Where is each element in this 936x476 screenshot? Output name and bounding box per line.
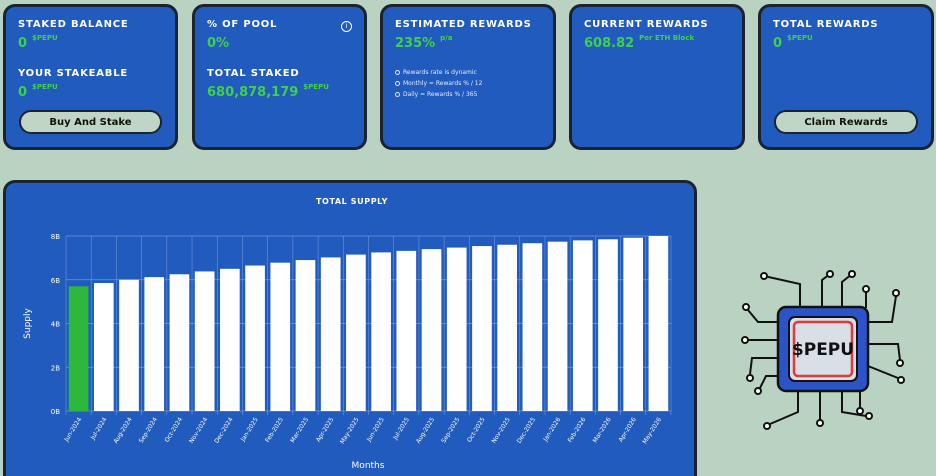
y-tick-label: 0B [51, 408, 60, 416]
x-tick-label: May-2025 [339, 416, 361, 445]
bar [522, 243, 543, 411]
x-tick-label: Dec-2024 [213, 416, 234, 444]
total-staked-label: TOTAL STAKED [207, 68, 300, 79]
logo-text: $PEPU [792, 340, 854, 360]
pool-card: % OF POOL i 0% TOTAL STAKED 680,878,179 $… [192, 4, 367, 150]
current-rewards-card: CURRENT REWARDS 608.82 Per ETH Block [569, 4, 745, 150]
y-axis-label: Supply [23, 307, 33, 338]
bar [270, 262, 291, 411]
bar [547, 241, 568, 411]
x-tick-label: Aug-2024 [112, 416, 133, 445]
x-tick-label: Jul-2025 [391, 416, 411, 442]
note-item: Rewards rate is dynamic [395, 69, 541, 76]
total-rewards-card: TOTAL REWARDS 0 $PEPU Claim Rewards [758, 4, 934, 150]
your-stakeable-value: 0 $PEPU [18, 83, 58, 100]
staked-balance-card: STAKED BALANCE 0 $PEPU YOUR STAKEABLE 0 $P… [3, 4, 178, 150]
x-tick-label: Sep-2024 [138, 416, 159, 444]
bar [169, 274, 190, 411]
y-tick-label: 2B [51, 364, 60, 372]
x-tick-label: Nov-2024 [188, 416, 209, 444]
bar [396, 250, 417, 411]
bar [648, 236, 669, 411]
x-tick-label: Jan-2025 [239, 416, 260, 443]
bar [371, 252, 391, 411]
x-tick-label: Jun-2024 [63, 416, 84, 443]
bar [421, 249, 442, 411]
x-axis-label: Months [352, 461, 385, 471]
pool-label: % OF POOL [207, 19, 278, 30]
estimated-rewards-value: 235% p/a [395, 34, 453, 51]
staked-balance-value: 0 $PEPU [18, 34, 58, 51]
your-stakeable-label: YOUR STAKEABLE [18, 68, 129, 79]
x-tick-label: Mar-2026 [592, 416, 613, 444]
current-rewards-label: CURRENT REWARDS [584, 19, 709, 30]
bar [346, 254, 366, 411]
bar [446, 247, 467, 411]
pool-value: 0% [207, 36, 230, 51]
y-tick-label: 6B [51, 277, 60, 285]
x-tick-label: Apr-2025 [315, 416, 336, 443]
estimated-rewards-label: ESTIMATED REWARDS [395, 19, 532, 30]
x-tick-label: Apr-2026 [617, 416, 638, 443]
bar [220, 268, 240, 411]
x-tick-label: Jan-2026 [542, 416, 563, 443]
current-rewards-value: 608.82 Per ETH Block [584, 34, 695, 51]
total-supply-chart-card: TOTAL SUPPLY 0B 2B 4B 6B 8B Jun-2024 Jul-2024 Au… [3, 180, 697, 476]
chip-icon: $PEPU [741, 270, 905, 430]
x-tick-label: Mar-2025 [289, 416, 310, 444]
x-tick-label: Jul-2024 [89, 416, 109, 442]
staked-balance-label: STAKED BALANCE [18, 19, 129, 30]
bar [295, 260, 316, 411]
buy-and-stake-button[interactable]: Buy And Stake [19, 110, 162, 134]
x-tick-label: Aug-2025 [415, 416, 436, 445]
x-tick-label: May-2026 [641, 416, 663, 445]
bar [497, 244, 517, 411]
bar [320, 257, 341, 411]
note-item: Daily = Rewards % / 365 [395, 91, 541, 98]
bar [598, 239, 618, 411]
x-tick-label: Dec-2025 [516, 416, 537, 444]
bar [572, 240, 593, 411]
total-staked-value: 680,878,179 $PEPU [207, 83, 329, 100]
bar [472, 246, 492, 411]
bar [119, 279, 139, 411]
bar [93, 283, 114, 411]
x-tick-label: Nov-2025 [491, 416, 512, 444]
total-rewards-value: 0 $PEPU [773, 34, 813, 51]
bar [68, 286, 89, 411]
bar [245, 265, 265, 411]
y-tick-label: 4B [51, 321, 60, 329]
x-tick-label: Jun-2025 [365, 416, 386, 443]
info-icon[interactable]: i [341, 21, 352, 32]
y-tick-label: 8B [51, 233, 60, 241]
x-tick-label: Oct-2024 [163, 416, 184, 443]
x-tick-label: Feb-2025 [264, 416, 285, 444]
x-tick-label: Feb-2026 [567, 416, 588, 444]
note-item: Monthly = Rewards % / 12 [395, 80, 541, 87]
chart-title: TOTAL SUPPLY [316, 197, 388, 206]
claim-rewards-button[interactable]: Claim Rewards [774, 110, 918, 134]
x-tick-label: Sep-2025 [440, 416, 461, 444]
bar [144, 277, 165, 411]
total-rewards-label: TOTAL REWARDS [773, 19, 879, 30]
reward-notes: Rewards rate is dynamic Monthly = Reward… [395, 69, 541, 98]
bar [623, 237, 644, 411]
bar [194, 271, 215, 411]
x-tick-label: Oct-2025 [466, 416, 487, 443]
estimated-rewards-card: ESTIMATED REWARDS 235% p/a Rewards rate i… [380, 4, 556, 150]
